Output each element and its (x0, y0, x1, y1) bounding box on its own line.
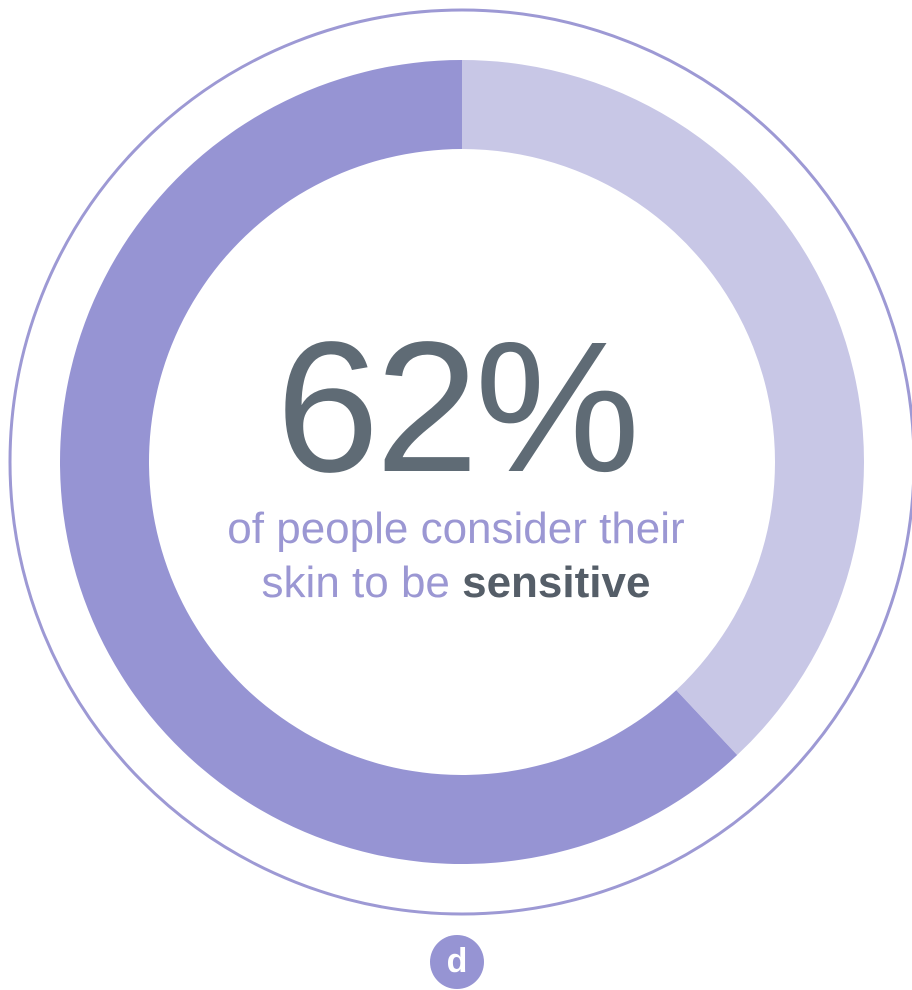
caption-line-2-prefix: skin to be (261, 558, 463, 607)
donut-slice-filled (59, 60, 738, 864)
center-value: 62% (275, 304, 640, 511)
caption-line-2: skin to be sensitive (156, 556, 756, 610)
logo-letter: d (447, 942, 468, 980)
caption: of people consider their skin to be sens… (156, 502, 756, 610)
caption-line-1: of people consider their (227, 504, 685, 553)
donut-slices (59, 60, 864, 864)
caption-emphasis: sensitive (462, 558, 651, 607)
outer-ring (8, 8, 912, 916)
d-logo-icon: d (430, 935, 484, 989)
donut-slice-remaining (462, 60, 864, 756)
